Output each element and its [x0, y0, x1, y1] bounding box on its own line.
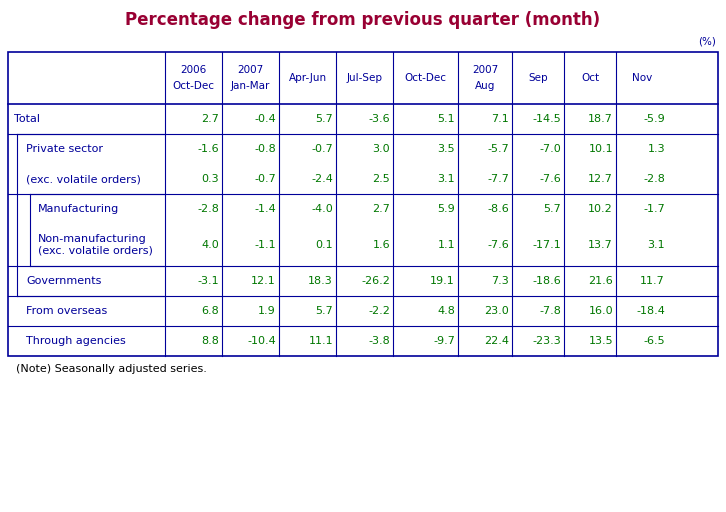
Text: -1.7: -1.7 — [643, 204, 665, 214]
Text: Through agencies: Through agencies — [26, 336, 126, 346]
Text: 5.7: 5.7 — [315, 306, 333, 316]
Text: Sep: Sep — [529, 73, 548, 83]
Text: 5.7: 5.7 — [543, 204, 561, 214]
Text: -5.7: -5.7 — [487, 144, 509, 154]
Text: 0.1: 0.1 — [315, 240, 333, 250]
Text: -7.6: -7.6 — [487, 240, 509, 250]
Text: (Note) Seasonally adjusted series.: (Note) Seasonally adjusted series. — [16, 364, 207, 374]
Text: 4.8: 4.8 — [437, 306, 455, 316]
Text: 5.1: 5.1 — [437, 114, 455, 124]
Text: -4.0: -4.0 — [311, 204, 333, 214]
Text: 10.1: 10.1 — [588, 144, 613, 154]
Text: -2.8: -2.8 — [643, 174, 665, 184]
Text: 7.3: 7.3 — [492, 276, 509, 286]
Text: -8.6: -8.6 — [487, 204, 509, 214]
Text: -7.0: -7.0 — [539, 144, 561, 154]
Text: 11.1: 11.1 — [309, 336, 333, 346]
Text: 8.8: 8.8 — [201, 336, 219, 346]
Text: 13.7: 13.7 — [588, 240, 613, 250]
Text: 3.5: 3.5 — [437, 144, 455, 154]
Text: Non-manufacturing
(exc. volatile orders): Non-manufacturing (exc. volatile orders) — [38, 234, 153, 256]
Text: -3.6: -3.6 — [368, 114, 390, 124]
Text: -7.8: -7.8 — [539, 306, 561, 316]
Text: -7.6: -7.6 — [539, 174, 561, 184]
Text: 4.0: 4.0 — [201, 240, 219, 250]
Text: Oct-Dec: Oct-Dec — [173, 81, 214, 91]
Text: 21.6: 21.6 — [588, 276, 613, 286]
Text: 18.7: 18.7 — [588, 114, 613, 124]
Text: 3.0: 3.0 — [372, 144, 390, 154]
Text: 10.2: 10.2 — [588, 204, 613, 214]
Text: -9.7: -9.7 — [433, 336, 455, 346]
Text: -3.1: -3.1 — [197, 276, 219, 286]
Text: -0.7: -0.7 — [254, 174, 276, 184]
Text: Oct: Oct — [581, 73, 599, 83]
Text: -1.4: -1.4 — [254, 204, 276, 214]
Text: 2006: 2006 — [180, 65, 207, 75]
Text: -2.4: -2.4 — [311, 174, 333, 184]
Text: 3.1: 3.1 — [437, 174, 455, 184]
Text: 0.3: 0.3 — [201, 174, 219, 184]
Text: -26.2: -26.2 — [361, 276, 390, 286]
Text: 3.1: 3.1 — [648, 240, 665, 250]
Text: -2.2: -2.2 — [368, 306, 390, 316]
Text: 2007: 2007 — [237, 65, 264, 75]
Text: (exc. volatile orders): (exc. volatile orders) — [26, 174, 141, 184]
Text: 2.5: 2.5 — [372, 174, 390, 184]
Text: 6.8: 6.8 — [201, 306, 219, 316]
Text: -18.4: -18.4 — [636, 306, 665, 316]
Text: -2.8: -2.8 — [197, 204, 219, 214]
Text: Nov: Nov — [632, 73, 652, 83]
Text: 1.9: 1.9 — [258, 306, 276, 316]
Text: -18.6: -18.6 — [532, 276, 561, 286]
Text: -0.7: -0.7 — [311, 144, 333, 154]
Text: -6.5: -6.5 — [643, 336, 665, 346]
Text: -0.4: -0.4 — [254, 114, 276, 124]
Text: Total: Total — [14, 114, 40, 124]
Text: 2.7: 2.7 — [372, 204, 390, 214]
Text: Jul-Sep: Jul-Sep — [346, 73, 383, 83]
Text: Percentage change from previous quarter (month): Percentage change from previous quarter … — [126, 11, 600, 29]
Text: 5.7: 5.7 — [315, 114, 333, 124]
Text: 19.1: 19.1 — [431, 276, 455, 286]
Text: -14.5: -14.5 — [532, 114, 561, 124]
Text: Jan-Mar: Jan-Mar — [231, 81, 270, 91]
Text: 11.7: 11.7 — [640, 276, 665, 286]
Text: 18.3: 18.3 — [309, 276, 333, 286]
Text: 2007: 2007 — [472, 65, 498, 75]
Text: From overseas: From overseas — [26, 306, 107, 316]
Text: -1.6: -1.6 — [197, 144, 219, 154]
Text: 16.0: 16.0 — [588, 306, 613, 316]
Text: Apr-Jun: Apr-Jun — [288, 73, 327, 83]
Bar — [8, 52, 718, 356]
Text: Governments: Governments — [26, 276, 102, 286]
Text: Oct-Dec: Oct-Dec — [404, 73, 446, 83]
Text: -5.9: -5.9 — [643, 114, 665, 124]
Text: 12.7: 12.7 — [588, 174, 613, 184]
Text: -7.7: -7.7 — [487, 174, 509, 184]
Text: -17.1: -17.1 — [532, 240, 561, 250]
Text: Aug: Aug — [475, 81, 495, 91]
Text: 12.1: 12.1 — [251, 276, 276, 286]
Text: 2.7: 2.7 — [201, 114, 219, 124]
Text: -1.1: -1.1 — [254, 240, 276, 250]
Text: 1.3: 1.3 — [648, 144, 665, 154]
Text: (%): (%) — [698, 36, 716, 46]
Text: Manufacturing: Manufacturing — [38, 204, 119, 214]
Text: -10.4: -10.4 — [248, 336, 276, 346]
Text: 22.4: 22.4 — [484, 336, 509, 346]
Text: 23.0: 23.0 — [484, 306, 509, 316]
Text: Private sector: Private sector — [26, 144, 103, 154]
Text: 13.5: 13.5 — [588, 336, 613, 346]
Text: 7.1: 7.1 — [492, 114, 509, 124]
Text: -0.8: -0.8 — [254, 144, 276, 154]
Text: 1.6: 1.6 — [372, 240, 390, 250]
Text: -3.8: -3.8 — [368, 336, 390, 346]
Text: -23.3: -23.3 — [532, 336, 561, 346]
Text: 1.1: 1.1 — [437, 240, 455, 250]
Text: 5.9: 5.9 — [437, 204, 455, 214]
